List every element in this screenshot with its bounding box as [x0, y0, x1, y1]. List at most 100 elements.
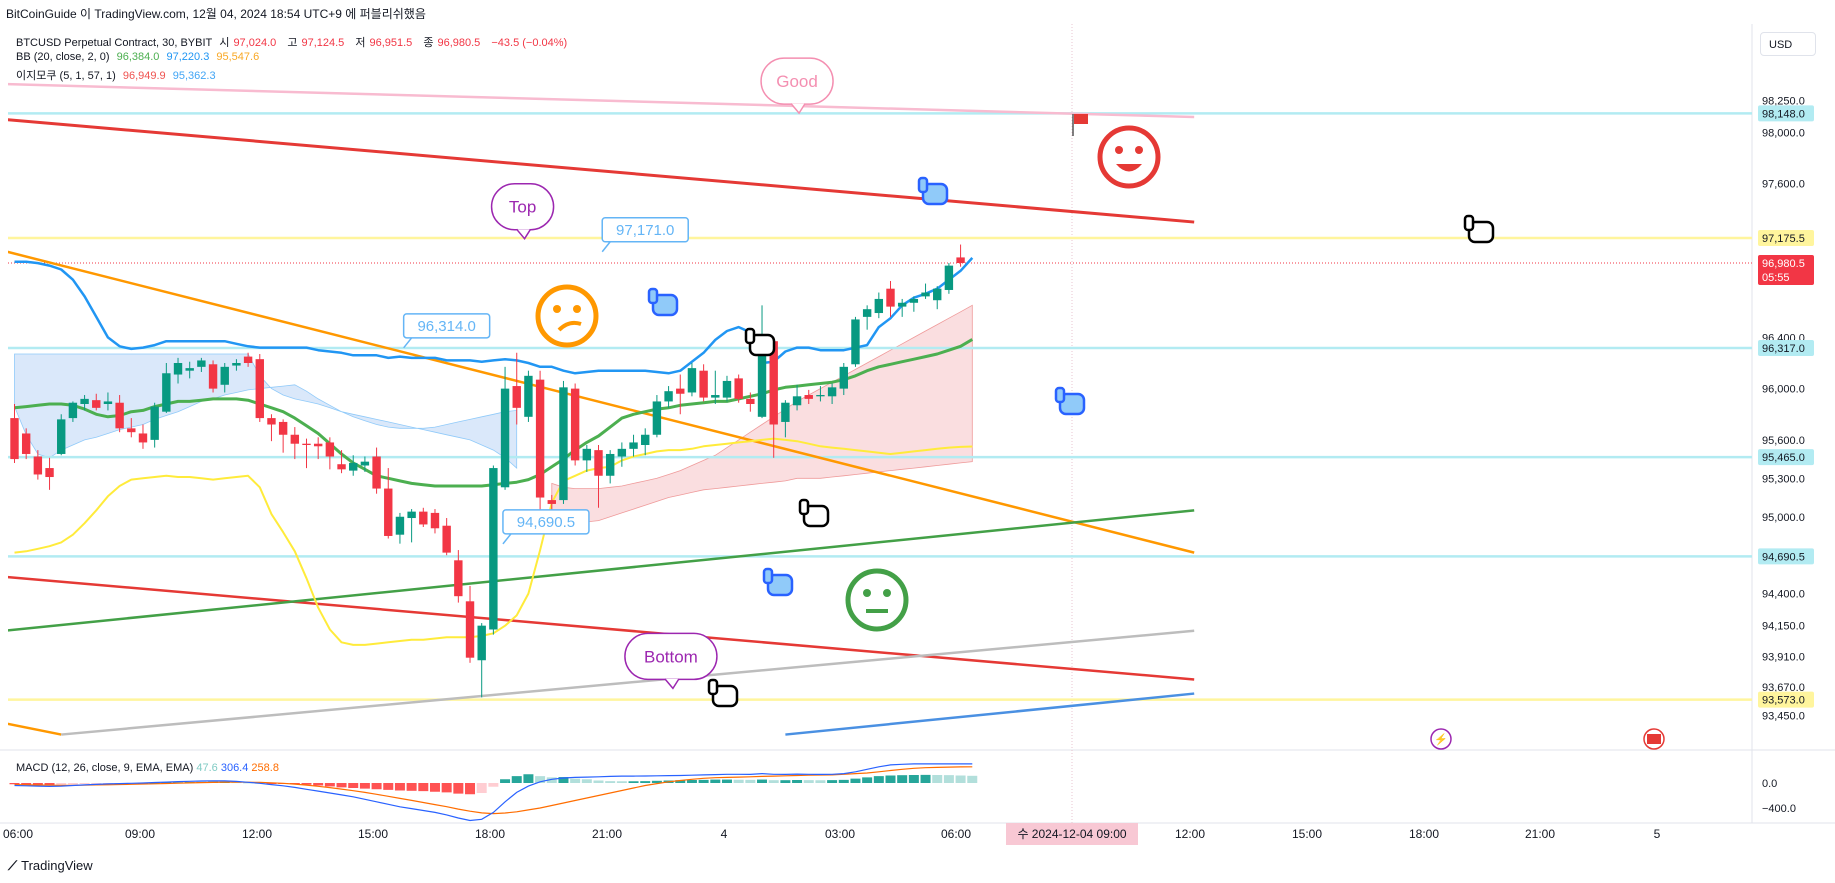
- symbol-legend: BTCUSD Perpetual Contract, 30, BYBIT 시 97…: [16, 34, 571, 50]
- macd-hist-bar: [698, 779, 709, 783]
- face-eye: [573, 305, 581, 313]
- hand-palm: [748, 333, 776, 357]
- bubble-tail: [790, 103, 806, 115]
- trendline-0: [8, 118, 1195, 224]
- candle-body: [325, 442, 335, 457]
- candle: [839, 363, 848, 396]
- bb-basis-value: 96,384.0: [116, 51, 160, 63]
- lightning-event-icon: ⚡: [1430, 728, 1452, 750]
- pointing-hand-icon: [798, 498, 830, 528]
- macd-hist-bar: [885, 775, 896, 783]
- candle: [652, 395, 662, 438]
- macd-hist-bar: [406, 783, 417, 791]
- crosshair-time-bg: [1006, 823, 1138, 845]
- macd-hist-bar: [476, 783, 487, 793]
- candle-body: [851, 319, 860, 365]
- candle-body: [92, 400, 101, 408]
- macd-label[interactable]: MACD (12, 26, close, 9, EMA, EMA): [16, 762, 194, 774]
- macd-hist-bar: [827, 780, 838, 783]
- candle-body: [909, 298, 919, 303]
- candle-body: [897, 302, 907, 307]
- hand-finger: [744, 327, 756, 345]
- candle-body: [652, 401, 662, 435]
- candle: [278, 419, 288, 453]
- macd-hist-bar: [733, 779, 744, 783]
- hand-finger: [798, 498, 810, 516]
- candle-body: [582, 448, 592, 461]
- candle-body: [162, 373, 171, 412]
- candle: [255, 354, 264, 422]
- candle: [57, 414, 66, 456]
- candle-body: [45, 468, 54, 478]
- candle: [103, 392, 113, 411]
- macd-hist-bar: [441, 783, 452, 793]
- macd-line: [14, 763, 973, 822]
- ichimoku-label[interactable]: 이지모쿠 (5, 1, 57, 1): [16, 70, 116, 82]
- candle: [582, 445, 592, 472]
- macd-line-value: 306.4: [220, 762, 249, 774]
- price-tag-label: 94,690.5: [1762, 551, 1805, 563]
- currency-button[interactable]: USD: [1760, 32, 1816, 56]
- macd-hist-bar: [710, 779, 721, 783]
- price-callout: 97,171.0: [601, 217, 689, 253]
- candle-body: [138, 433, 148, 443]
- price-tick-label: 93,910.0: [1762, 651, 1805, 663]
- candle-body: [419, 511, 428, 525]
- candle-body: [594, 450, 603, 476]
- candle: [395, 512, 405, 544]
- hand-palm: [766, 573, 794, 597]
- flag-icon: [1072, 114, 1088, 136]
- price-tag-label: 93,573.0: [1762, 695, 1805, 707]
- time-tick-label: 4: [721, 827, 728, 841]
- macd-hist-bar: [768, 780, 779, 783]
- cloud-span-1: [551, 304, 973, 523]
- candle: [232, 359, 241, 371]
- candle: [500, 366, 510, 490]
- callout-box: [601, 217, 689, 243]
- pointing-hand-icon: [707, 678, 739, 708]
- macd-hist-bar: [324, 783, 335, 787]
- candle: [956, 244, 965, 267]
- callout-text: 94,690.5: [517, 514, 575, 531]
- symbol-title[interactable]: BTCUSD Perpetual Contract, 30, BYBIT: [16, 37, 213, 49]
- ohlc-high: 고 97,124.5: [287, 37, 345, 49]
- macd-hist-bar: [862, 777, 873, 783]
- macd-tick-label: −400.0: [1762, 803, 1796, 815]
- price-tag-bg: [1758, 105, 1814, 122]
- ohlc-low: 저 96,951.5: [355, 37, 413, 49]
- candle: [827, 383, 837, 404]
- bb-label[interactable]: BB (20, close, 2, 0): [16, 51, 110, 63]
- pointing-hand-icon: [762, 567, 794, 597]
- candle-body: [80, 398, 89, 404]
- macd-signal-value: 258.8: [251, 762, 279, 774]
- ohlc-open: 시 97,024.0: [219, 37, 277, 49]
- macd-pane: [9, 763, 978, 822]
- candle-body: [150, 406, 159, 440]
- candle: [21, 428, 31, 460]
- callout-box: [502, 509, 590, 535]
- candle: [816, 386, 825, 402]
- candle-body: [769, 341, 778, 425]
- candle-body: [290, 434, 300, 444]
- hand-palm: [1058, 392, 1086, 416]
- publisher-line: BitCoinGuide 이 TradingView.com, 12월 04, …: [6, 7, 426, 21]
- macd-hist-bar: [546, 777, 557, 783]
- candle-body: [477, 625, 486, 661]
- callout-pointer: [601, 241, 611, 253]
- ichimoku-legend: 이지모쿠 (5, 1, 57, 1) 96,949.9 95,362.3: [16, 67, 220, 83]
- candle: [220, 363, 229, 393]
- annotation-bubble-bottom: Bottom: [624, 632, 718, 690]
- macd-hist-bar: [721, 779, 732, 783]
- macd-hist-bar: [79, 783, 90, 784]
- candle-body: [173, 363, 183, 375]
- pointing-hand-icon: [647, 287, 679, 317]
- macd-hist-bar: [675, 780, 686, 783]
- candle: [547, 494, 556, 511]
- candle-body: [243, 356, 253, 363]
- callout-box: [402, 313, 491, 339]
- macd-hist-bar: [359, 783, 370, 789]
- candle-body: [360, 461, 370, 466]
- candles: [10, 244, 965, 698]
- candle-body: [722, 380, 732, 398]
